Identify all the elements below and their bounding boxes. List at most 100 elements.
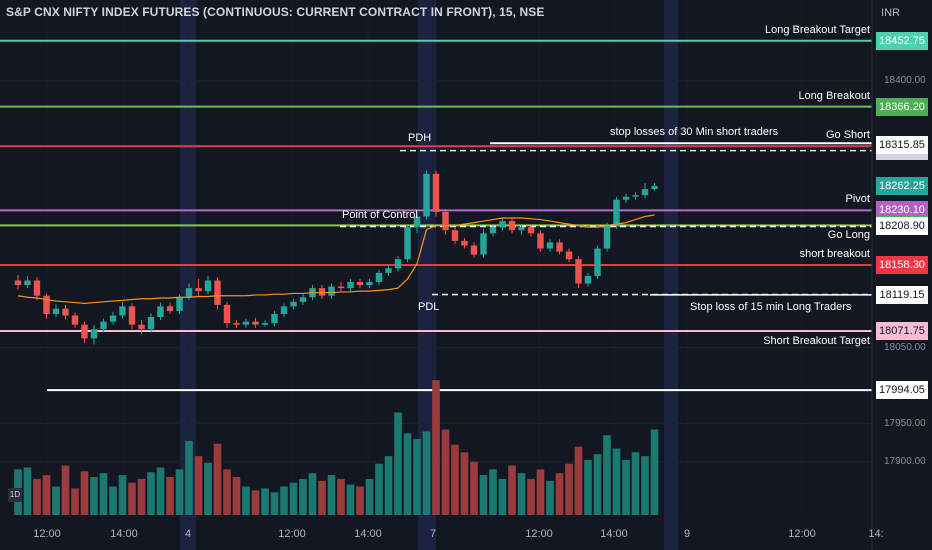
volume-bar [327,475,336,515]
candle[interactable] [356,278,364,289]
candle[interactable] [622,193,630,203]
time-tick: 14:00 [354,528,382,540]
candle[interactable] [290,298,297,310]
candle[interactable] [347,278,354,292]
candle[interactable] [157,302,164,321]
candle[interactable] [52,304,60,318]
candle-body [290,301,297,307]
candle[interactable] [280,303,288,318]
annotation-stop-15min: Stop loss of 15 min Long Traders [690,300,852,313]
candle[interactable] [109,311,117,325]
candle[interactable] [71,312,79,328]
candle[interactable] [546,239,554,252]
candle[interactable] [90,325,98,345]
candle[interactable] [499,218,506,231]
candle[interactable] [527,224,535,237]
candle[interactable] [641,182,649,199]
candle[interactable] [147,313,155,333]
candle-body [537,233,544,249]
price-tick: 17900.00 [884,455,926,467]
candle[interactable] [413,211,421,234]
volume-bar [593,454,602,515]
candle[interactable] [470,242,478,258]
volume-bar [90,477,98,515]
candle[interactable] [14,275,22,290]
candle[interactable] [242,318,250,328]
candle[interactable] [404,224,411,263]
candle[interactable] [337,282,345,292]
candle[interactable] [385,265,392,276]
candle[interactable] [195,278,202,296]
candle[interactable] [584,272,592,287]
candle[interactable] [613,196,620,229]
candle[interactable] [394,256,402,272]
candle[interactable] [33,277,41,301]
candle-body [527,227,535,234]
volume-bar [536,469,545,515]
candle[interactable] [442,208,449,235]
candle[interactable] [261,320,269,327]
candle-body [24,280,31,286]
candle[interactable] [128,303,136,330]
volume-bar [204,462,212,515]
candle[interactable] [565,248,573,263]
candle[interactable] [100,318,107,333]
volume-bar [375,463,383,515]
volume-bar [650,429,659,515]
candle[interactable] [451,227,459,244]
volume-bar [185,440,193,515]
volume-bar [33,478,41,515]
candle-body [299,297,307,302]
candle[interactable] [223,301,231,328]
candle-body [432,173,440,212]
candle[interactable] [594,245,601,279]
candle[interactable] [166,302,174,315]
candle[interactable] [575,256,582,289]
candle[interactable] [252,317,259,328]
candle[interactable] [204,275,212,295]
candle[interactable] [556,239,563,255]
candle-body [461,240,468,246]
volume-bar [498,478,507,515]
candle[interactable] [43,293,50,319]
candle[interactable] [518,224,525,235]
candle[interactable] [651,182,658,191]
candle[interactable] [508,218,516,234]
candle[interactable] [366,278,373,289]
candle[interactable] [632,192,639,200]
candle[interactable] [271,310,278,327]
candle[interactable] [375,269,383,286]
candle[interactable] [62,304,69,320]
candle[interactable] [81,321,88,343]
candle[interactable] [461,237,468,249]
currency-label[interactable]: INR [881,7,900,19]
interval-badge[interactable]: 1D [8,488,22,502]
candle[interactable] [214,277,221,310]
annotation-poc: Point of Control [342,209,418,222]
volume-bar [527,478,535,515]
candle[interactable] [299,294,307,305]
candle[interactable] [233,320,240,328]
candle[interactable] [480,228,487,258]
candle[interactable] [328,283,335,299]
candle[interactable] [24,275,31,289]
candle-body [404,227,411,260]
candle-body [394,259,402,269]
candle-body [176,297,183,311]
candle[interactable] [423,170,430,220]
candle-body [223,304,231,324]
candle[interactable] [318,285,326,299]
annotation-pdl: PDL [418,300,440,313]
volume-bar [213,443,222,515]
candle[interactable] [119,301,126,319]
volume-bar [175,469,184,515]
level-label: Pivot [845,193,870,206]
candle[interactable] [489,224,497,237]
candle-body [204,280,212,292]
candle[interactable] [603,222,611,252]
candle[interactable] [537,230,544,252]
candle-body [43,295,50,315]
candle[interactable] [138,320,145,334]
candle[interactable] [432,170,440,217]
